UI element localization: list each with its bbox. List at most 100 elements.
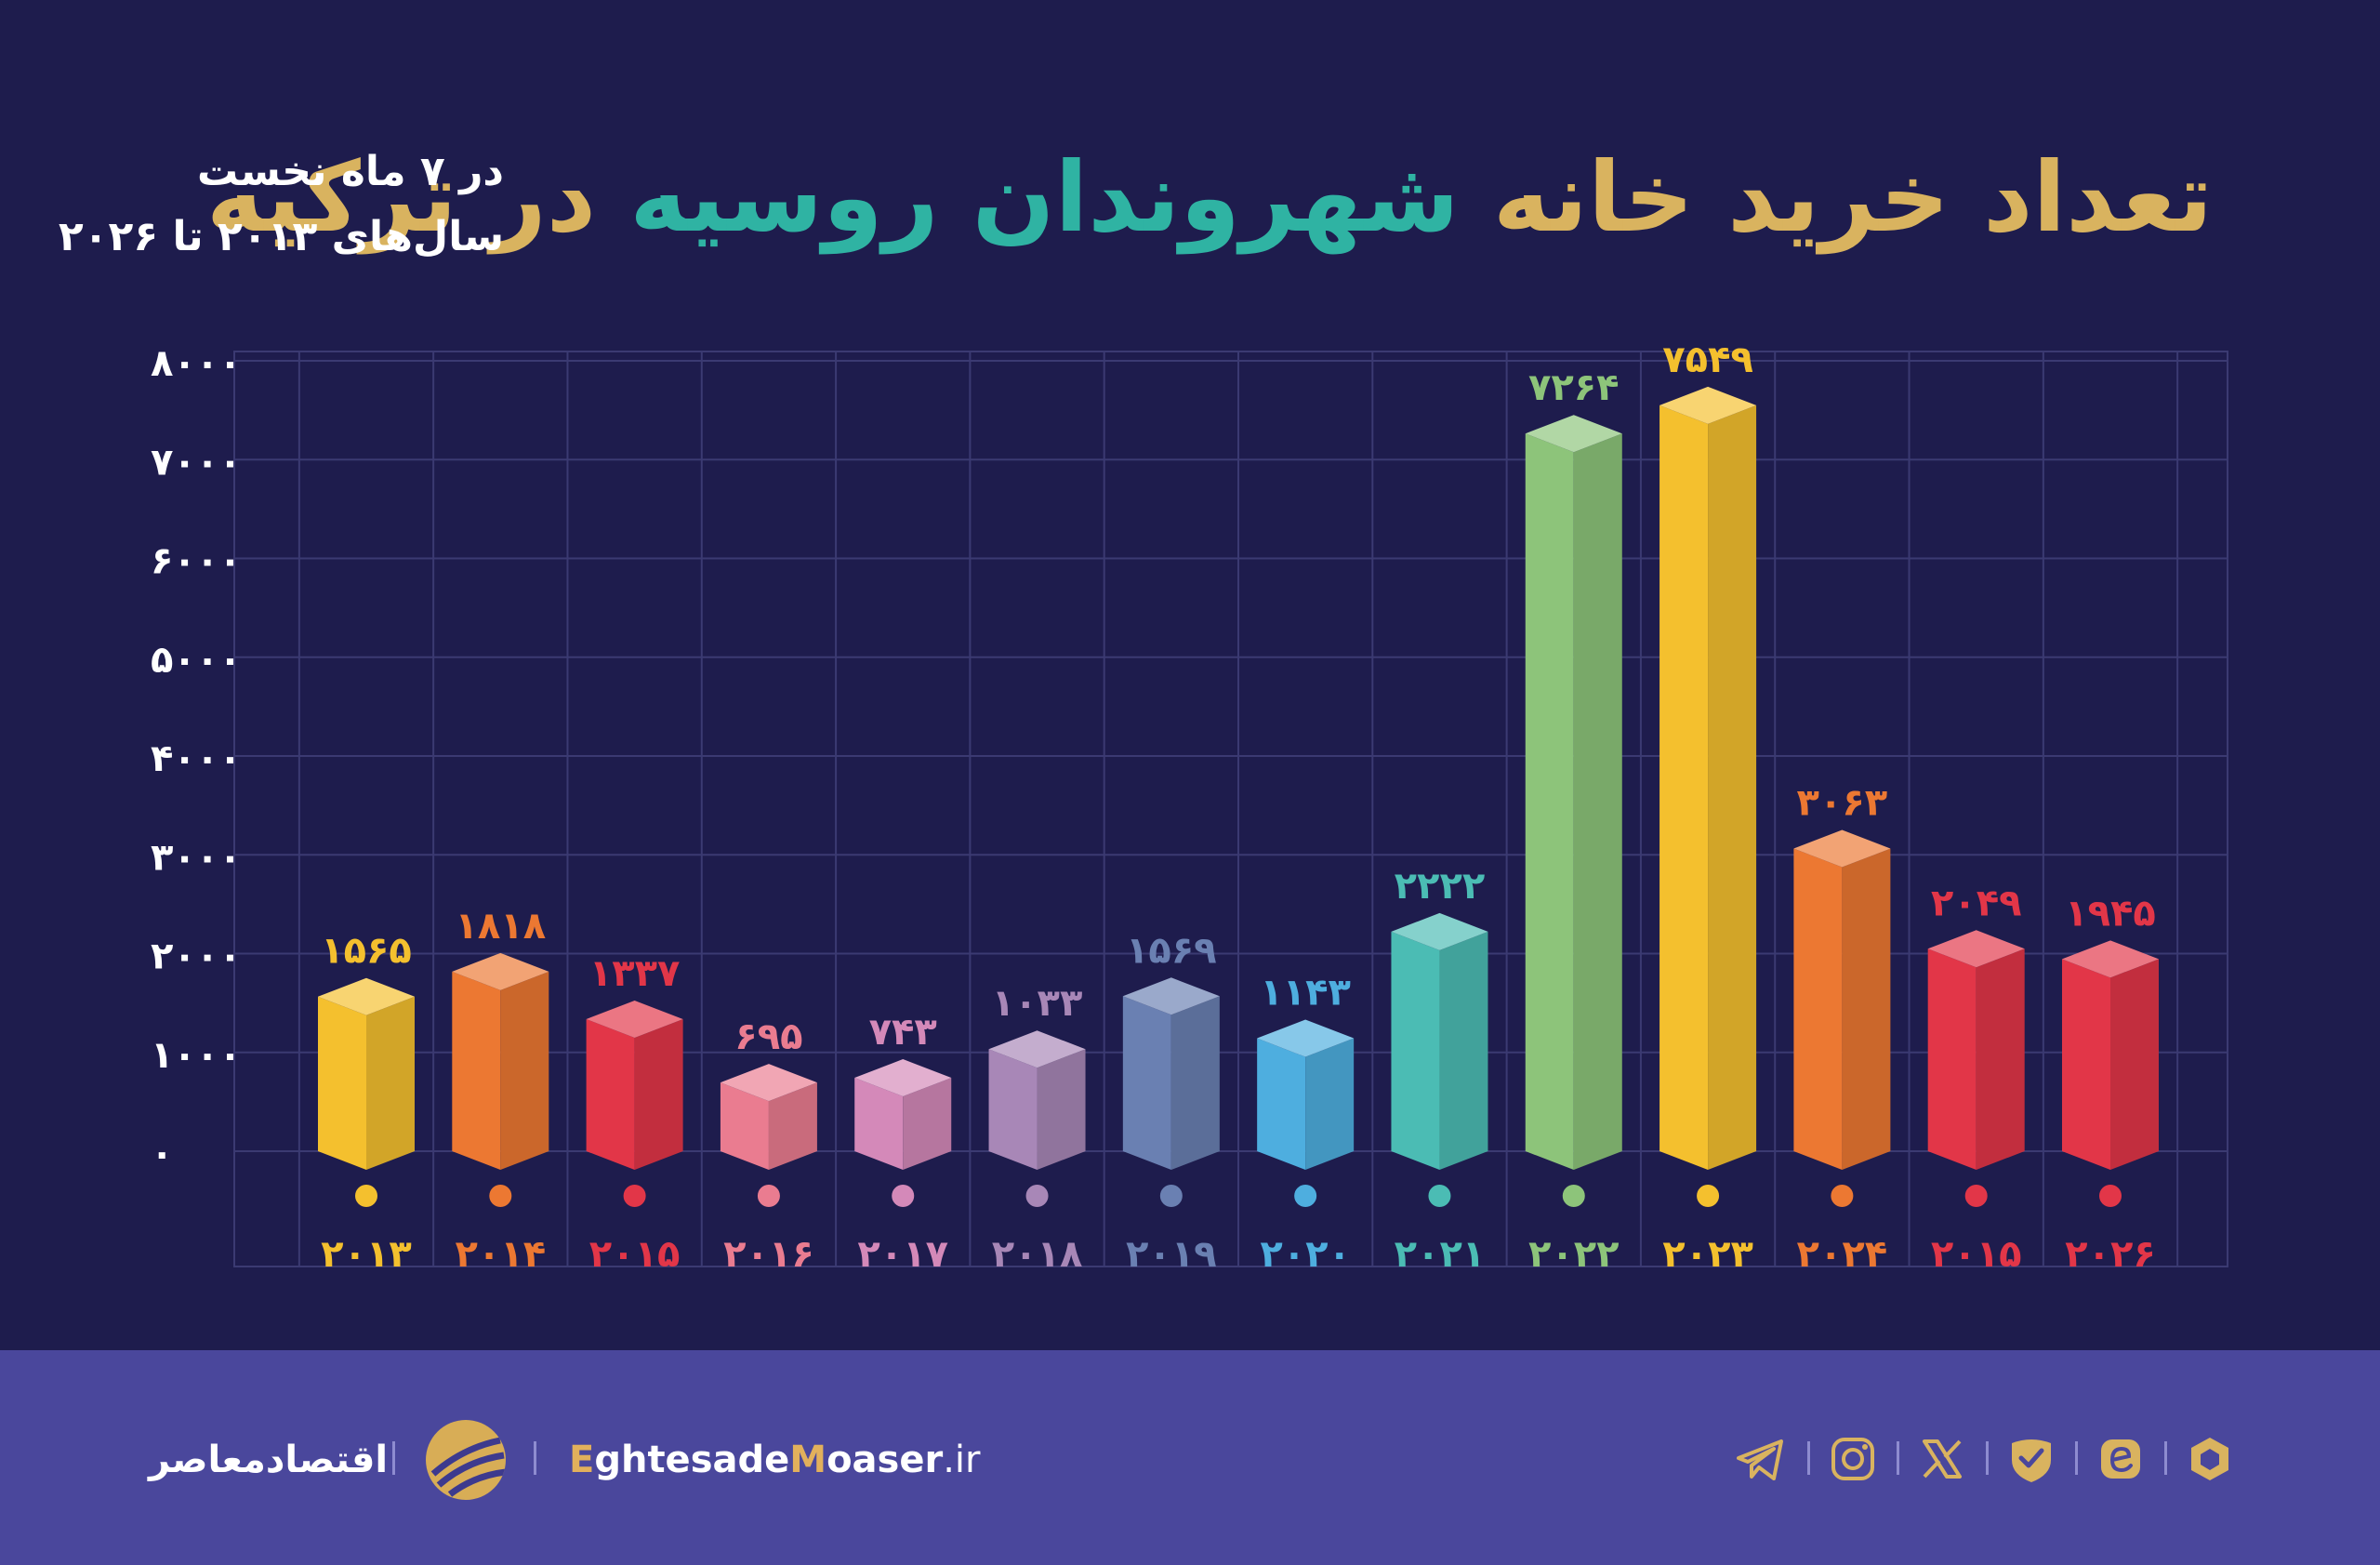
value-label: ۷۵۴۹ <box>1662 338 1753 381</box>
bar-top-face <box>1391 912 1488 950</box>
bar-left-face <box>1793 848 1843 1170</box>
y-tick-label: ۴۰۰۰ <box>151 737 242 780</box>
telegram-icon[interactable] <box>1731 1430 1789 1488</box>
eitaa-icon[interactable] <box>2092 1430 2149 1488</box>
x-tick-label: ۲۰۱۵ <box>1931 1233 2022 1276</box>
value-label: ۱۹۴۵ <box>2065 892 2156 935</box>
value-label: ۲۲۲۲ <box>1395 865 1486 908</box>
category-dot <box>1428 1185 1451 1207</box>
title-part1: تعداد خرید خانه <box>1492 140 2213 254</box>
bar-right-face <box>1170 996 1220 1170</box>
value-label: ۱۸۱۸ <box>455 905 546 948</box>
bar-top-face <box>1525 415 1622 453</box>
category-dot <box>623 1185 646 1207</box>
bars <box>318 386 2159 1170</box>
instagram-icon[interactable] <box>1824 1430 1882 1488</box>
footer-bar <box>0 1350 2380 1565</box>
x-icon[interactable] <box>1913 1430 1971 1488</box>
y-tick-label: ۶۰۰۰ <box>151 540 242 583</box>
subtitle-line1: در ۷ ماه نخست <box>196 148 504 195</box>
bar <box>1525 415 1622 1170</box>
x-tick-label: ۲۰۲۶ <box>2065 1233 2156 1276</box>
bar-right-face <box>1037 1049 1086 1170</box>
bar-top-face <box>1659 386 1757 424</box>
bar-top-face <box>318 977 415 1015</box>
category-dot <box>1159 1185 1183 1207</box>
site-text-2: oaser <box>826 1439 944 1481</box>
bar-top-face <box>2062 940 2159 978</box>
category-dot <box>757 1185 780 1207</box>
bar-left-face <box>1659 405 1709 1170</box>
bar-top-face <box>720 1064 817 1102</box>
social-divider <box>1986 1441 1989 1475</box>
value-labels: ۱۵۶۵ ۱۸۱۸ ۱۳۳۷ ۶۹۵ ۷۴۳ ۱۰۳۳ ۱۵۶۹ ۱۱۴۳ ۲۲۲۲ ۷۲۶۴ ۷۵… <box>321 338 2156 1058</box>
website-link[interactable]: EghtesadeMoaser.ir <box>569 1432 980 1488</box>
y-tick-label: ۷۰۰۰ <box>151 441 242 484</box>
bar-right-face <box>1842 848 1891 1170</box>
chart-subtitle: در ۷ ماه نخست سال‌های ۲۰۱۳ تا ۲۰۲۶ <box>58 139 504 270</box>
bar <box>1927 930 2025 1170</box>
bar-left-face <box>854 1078 904 1170</box>
site-tld: .ir <box>943 1439 981 1481</box>
bar-right-face <box>1708 405 1757 1170</box>
grid-lines <box>233 351 2228 1267</box>
bar-right-face <box>1439 931 1488 1170</box>
social-divider <box>1807 1441 1810 1475</box>
value-label: ۳۰۶۳ <box>1797 782 1888 825</box>
x-tick-label: ۲۰۲۰ <box>1260 1233 1351 1276</box>
bar <box>854 1059 952 1170</box>
bar-right-face <box>634 1018 683 1170</box>
x-tick-label: ۲۰۱۵ <box>589 1233 681 1276</box>
bar-top-face <box>1122 977 1220 1015</box>
bar-right-face <box>768 1082 817 1170</box>
hexagon-icon[interactable] <box>2181 1430 2239 1488</box>
bar-left-face <box>318 996 366 1170</box>
bar-left-face <box>1122 996 1171 1170</box>
bar-right-face <box>1976 948 2025 1170</box>
y-axis-ticks: ۰ ۱۰۰۰ ۲۰۰۰ ۳۰۰۰ ۴۰۰۰ ۵۰۰۰ ۶۰۰۰ ۷۰۰۰ ۸۰۰۰ <box>151 342 242 1175</box>
bar <box>1122 977 1220 1170</box>
y-tick-label: ۰ <box>151 1133 173 1175</box>
subtitle-line2: سال‌های ۲۰۱۳ تا ۲۰۲۶ <box>58 213 504 260</box>
category-dot <box>1831 1185 1854 1207</box>
site-letter-e: E <box>569 1439 595 1481</box>
bar <box>586 1000 683 1170</box>
bar-top-face <box>586 1000 683 1038</box>
bar-left-face <box>2062 959 2110 1170</box>
bar <box>1257 1019 1355 1170</box>
bar-left-face <box>1927 948 1977 1170</box>
value-label: ۶۹۵ <box>734 1015 802 1058</box>
bar-right-face <box>2110 959 2159 1170</box>
category-dot <box>1294 1185 1317 1207</box>
value-label: ۱۰۳۳ <box>992 982 1083 1025</box>
y-tick-label: ۸۰۰۰ <box>151 342 242 385</box>
value-label: ۱۱۴۳ <box>1260 972 1351 1015</box>
x-tick-label: ۲۰۲۴ <box>1797 1233 1888 1276</box>
bar-chart: ۰ ۱۰۰۰ ۲۰۰۰ ۳۰۰۰ ۴۰۰۰ ۵۰۰۰ ۶۰۰۰ ۷۰۰۰ ۸۰۰۰ ۱۵۶۵ ۱۸… <box>151 338 2228 1276</box>
category-dot <box>2099 1185 2122 1207</box>
chart-title: تعداد خرید خانه شهروندان روسیه در ترکیه <box>206 139 2213 256</box>
category-dot <box>355 1185 377 1207</box>
x-tick-label: ۲۰۲۳ <box>1662 1233 1753 1276</box>
value-label: ۱۵۶۹ <box>1126 929 1217 972</box>
x-tick-label: ۲۰۱۳ <box>321 1233 412 1276</box>
value-label: ۷۴۳ <box>869 1011 937 1054</box>
x-tick-label: ۲۰۲۲ <box>1528 1233 1620 1276</box>
bar-left-face <box>1391 931 1440 1170</box>
y-tick-label: ۲۰۰۰ <box>151 935 242 978</box>
y-tick-label: ۳۰۰۰ <box>151 836 242 879</box>
category-dot <box>1562 1185 1585 1207</box>
site-letter-m: M <box>789 1439 827 1481</box>
bar <box>452 952 549 1170</box>
x-axis-ticks: ۲۰۱۳ ۲۰۱۴ ۲۰۱۵ ۲۰۱۶ ۲۰۱۷ ۲۰۱۸ ۲۰۱۹ ۲۰۲۰ ۲۰۲۱ ۲۰۲۲… <box>321 1185 2156 1276</box>
bar-top-face <box>854 1059 952 1097</box>
bar-right-face <box>1305 1038 1355 1170</box>
bar <box>1793 829 1891 1170</box>
bar-right-face <box>903 1078 952 1170</box>
bar-right-face <box>366 996 415 1170</box>
x-tick-label: ۲۰۱۶ <box>723 1233 814 1276</box>
verified-icon[interactable] <box>2003 1430 2060 1488</box>
bar-top-face <box>1927 930 2025 968</box>
x-tick-label: ۲۰۱۴ <box>455 1233 546 1276</box>
brand-logo-icon <box>426 1420 506 1500</box>
